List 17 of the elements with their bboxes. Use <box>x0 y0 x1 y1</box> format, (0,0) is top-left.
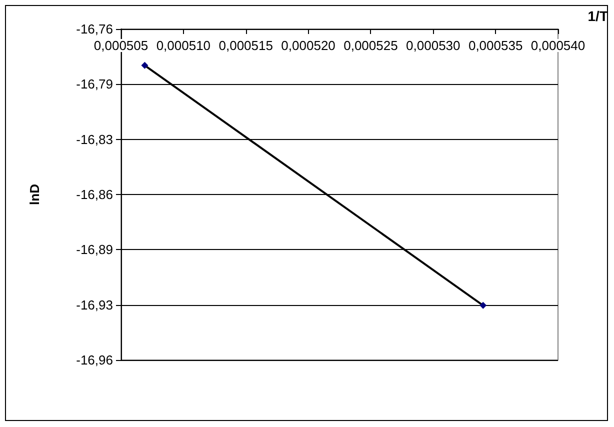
y-tick-label: -16,83 <box>76 132 113 147</box>
x-tick-label: 0,000540 <box>530 38 586 53</box>
y-tick-label: -16,79 <box>76 76 113 92</box>
y-tick-label: -16,96 <box>76 352 113 368</box>
x-axis-title: 1/T <box>588 8 608 24</box>
x-tick-label: 0,000510 <box>156 38 211 53</box>
x-tick-label: 0,000530 <box>406 38 460 53</box>
x-tick-label: 0,000505 <box>94 38 148 53</box>
x-tick-label: 0,000520 <box>281 38 336 53</box>
y-tick-label: -16,76 <box>76 22 113 36</box>
x-tick-label: 0,000515 <box>218 38 273 53</box>
y-tick-label: -16,89 <box>76 242 113 258</box>
y-axis-title: lnD <box>27 184 42 205</box>
x-tick-label: 0,000535 <box>468 38 523 53</box>
x-tick-label: 0,000525 <box>344 38 398 53</box>
y-tick-label: -16,86 <box>76 187 113 202</box>
y-tick-label: -16,93 <box>76 297 113 312</box>
